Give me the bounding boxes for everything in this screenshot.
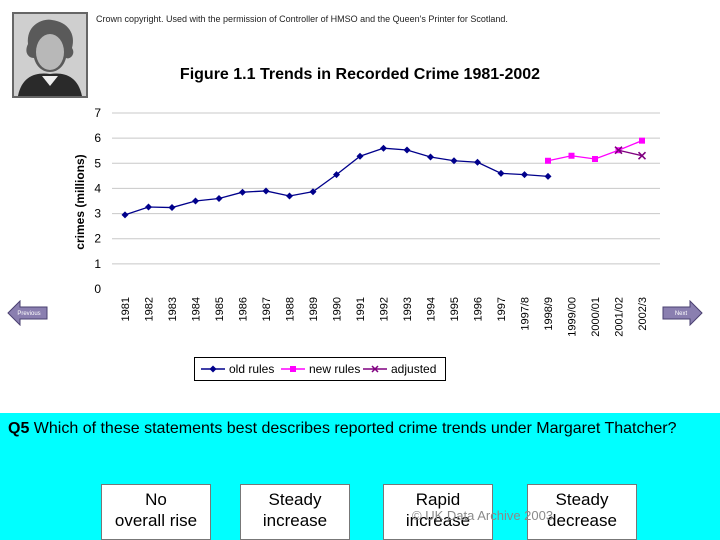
answer-line2: decrease [547, 511, 617, 530]
previous-button[interactable]: Previous [7, 300, 49, 326]
question-text: Q5 Which of these statements best descri… [8, 419, 708, 439]
data-point [639, 137, 645, 144]
x-tick-label: 1985 [214, 297, 226, 321]
legend-item-new-rules: new rules [281, 362, 360, 376]
adjusted-marker-icon [363, 365, 387, 373]
y-tick-label: 6 [94, 131, 101, 145]
series-line [618, 149, 643, 157]
x-tick-label: 1990 [332, 297, 344, 321]
data-point [497, 169, 505, 177]
legend-label-new-rules: new rules [309, 362, 361, 376]
y-tick-label: 1 [94, 257, 101, 271]
y-tick-label: 0 [94, 282, 101, 296]
legend-item-old-rules: old rules [201, 362, 274, 376]
next-label: Next [675, 311, 688, 317]
answer-line1: No [145, 490, 167, 509]
data-point [568, 152, 575, 159]
answer-rapid-increase[interactable]: Rapid increase [383, 484, 493, 540]
x-tick-label: 1987 [261, 297, 273, 321]
series-line [124, 147, 549, 216]
watermark: © UK Data Archive 2003 [412, 508, 554, 523]
x-tick-label: 1988 [285, 297, 297, 321]
data-point [521, 171, 528, 179]
legend-label-old-rules: old rules [229, 362, 275, 376]
previous-label: Previous [17, 311, 40, 317]
x-tick-label: 1996 [473, 297, 485, 321]
x-tick-label: 1991 [355, 297, 367, 321]
x-tick-label: 1998/9 [543, 297, 555, 331]
data-point [262, 187, 270, 195]
data-point [544, 172, 552, 180]
chart-title: Figure 1.1 Trends in Recorded Crime 1981… [179, 66, 541, 83]
answer-line2: increase [262, 511, 328, 530]
crime-trend-chart: 0 1 2 3 4 5 6 7 1981 1982 1983 1984 1985 1986 1987 1988… [73, 106, 660, 337]
data-point [121, 211, 129, 219]
data-point [192, 197, 199, 205]
x-tick-label: 1994 [426, 297, 438, 321]
answer-line1: Steady [555, 490, 609, 509]
answer-line1: Rapid [415, 490, 461, 509]
new-rules-marker-icon [281, 366, 305, 372]
x-tick-label: 1989 [308, 297, 320, 321]
chart-legend: old rules new rules adjusted [194, 357, 446, 381]
y-tick-label: 3 [94, 207, 101, 221]
answer-steady-decrease[interactable]: Steady decrease [527, 484, 637, 540]
data-point [637, 151, 647, 160]
question-number: Q5 [8, 420, 30, 437]
data-point [333, 171, 340, 179]
y-tick-label: 7 [94, 106, 101, 120]
copyright-notice: Crown copyright. Used with the permissio… [96, 14, 508, 24]
data-point [309, 188, 317, 196]
y-tick-label: 5 [94, 156, 101, 170]
x-tick-label: 1997/8 [520, 297, 532, 331]
x-tick-label: 1983 [167, 297, 179, 321]
x-tick-label: 1999/00 [567, 297, 579, 337]
x-tick-label: 1995 [449, 297, 461, 321]
question-panel: Q5 Which of these statements best descri… [0, 413, 720, 540]
x-tick-label: 1982 [144, 297, 156, 321]
y-axis-label: crimes (millions) [73, 154, 87, 249]
data-point [286, 192, 293, 200]
answer-no-overall-rise[interactable]: No overall rise [101, 484, 211, 540]
answer-line2: overall rise [114, 511, 198, 530]
legend-label-adjusted: adjusted [391, 362, 437, 376]
x-tick-label: 1992 [379, 297, 391, 321]
data-point [427, 153, 434, 161]
data-point [356, 152, 364, 160]
x-tick-label: 1997 [496, 297, 508, 321]
data-point [592, 156, 598, 163]
x-tick-label: 2001/02 [614, 297, 626, 337]
x-tick-label: 1986 [238, 297, 250, 321]
answer-steady-increase[interactable]: Steady increase [240, 484, 350, 540]
legend-item-adjusted: adjusted [363, 362, 436, 376]
x-tick-label: 1993 [402, 297, 414, 321]
next-button[interactable]: Next [661, 300, 703, 326]
data-point [145, 203, 152, 211]
data-point [168, 204, 176, 212]
x-tick-label: 1981 [120, 297, 132, 321]
y-tick-label: 4 [94, 181, 101, 195]
answer-line1: Steady [268, 490, 322, 509]
data-point [545, 157, 551, 164]
x-tick-label: 2002/3 [637, 297, 649, 331]
data-point [614, 146, 623, 155]
data-point [474, 158, 481, 166]
data-point [239, 188, 246, 196]
data-point [403, 146, 411, 154]
data-point [450, 157, 458, 165]
portrait-photo [12, 12, 88, 98]
x-tick-label: 2000/01 [590, 297, 602, 337]
x-tick-label: 1984 [191, 297, 203, 321]
y-tick-label: 2 [94, 232, 101, 246]
data-point [380, 144, 387, 152]
question-body: Which of these statements best describes… [33, 420, 677, 437]
answer-line2: increase [405, 511, 471, 530]
data-point [215, 194, 223, 202]
old-rules-marker-icon [201, 365, 225, 373]
